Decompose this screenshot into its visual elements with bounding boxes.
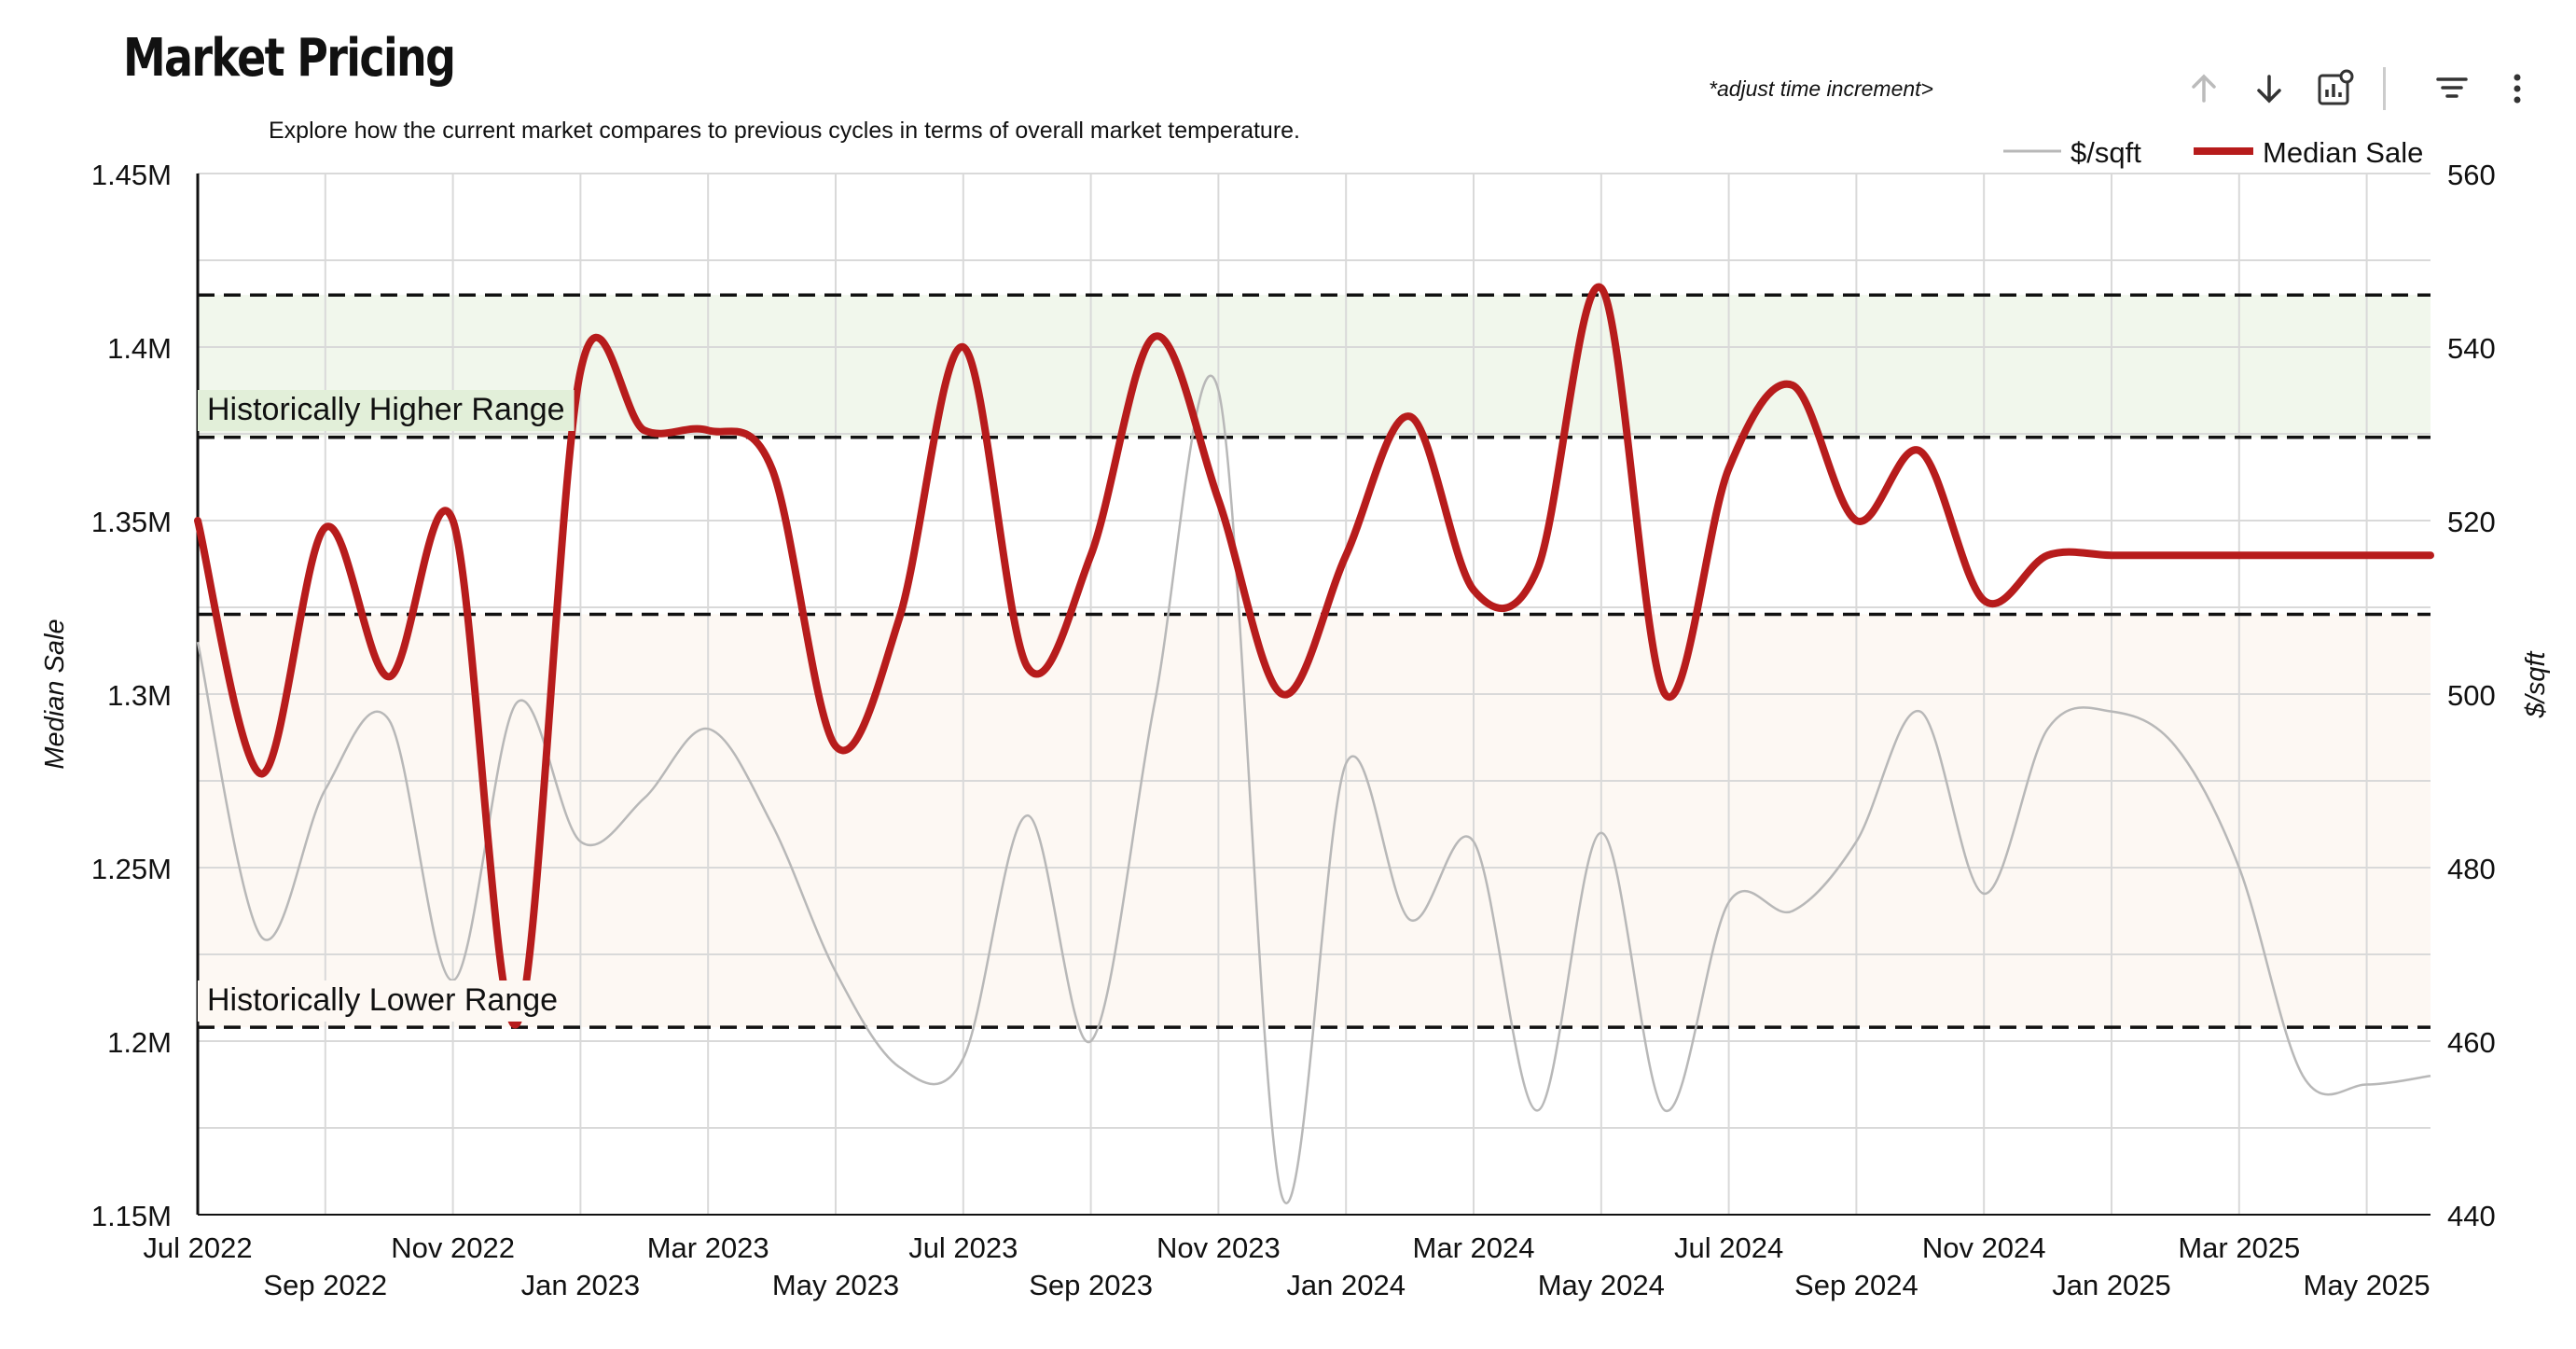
adjust-time-increment-link[interactable]: *adjust time increment>	[1709, 76, 1933, 101]
y2-tick-label: 520	[2447, 506, 2496, 538]
x-tick-label: Sep 2022	[263, 1269, 387, 1301]
x-tick-label: Mar 2023	[647, 1231, 769, 1264]
page-title: Market Pricing	[123, 28, 456, 89]
y-tick-label: 1.25M	[91, 853, 172, 885]
x-tick-label: Jan 2024	[1286, 1269, 1406, 1301]
x-tick-label: Jul 2024	[1674, 1231, 1783, 1264]
y2-tick-label: 560	[2447, 159, 2496, 191]
chart-toolbar	[2182, 67, 2555, 114]
y-tick-label: 1.35M	[91, 506, 172, 538]
x-tick-label: Jul 2022	[143, 1231, 252, 1264]
y2-tick-label: 500	[2447, 679, 2496, 712]
x-tick-label: Mar 2024	[1413, 1231, 1535, 1264]
x-tick-label: Jan 2023	[521, 1269, 641, 1301]
x-tick-label: May 2024	[1538, 1269, 1665, 1301]
range-band	[198, 614, 2431, 1028]
y-tick-label: 1.2M	[107, 1026, 172, 1059]
y2-tick-label: 480	[2447, 853, 2496, 885]
y-tick-label: 1.45M	[91, 159, 172, 191]
y2-tick-label: 460	[2447, 1026, 2496, 1059]
x-tick-label: May 2025	[2304, 1269, 2431, 1301]
x-tick-label: Jul 2023	[908, 1231, 1018, 1264]
arrow-down-icon[interactable]	[2248, 67, 2291, 110]
x-tick-label: Nov 2022	[391, 1231, 515, 1264]
x-tick-label: Sep 2024	[1794, 1269, 1918, 1301]
chart-settings-icon[interactable]	[2313, 67, 2356, 110]
y2-axis-title: $/sqft	[2521, 650, 2551, 719]
x-tick-label: Sep 2023	[1029, 1269, 1153, 1301]
arrow-up-icon[interactable]	[2182, 67, 2225, 110]
x-tick-label: Mar 2025	[2178, 1231, 2300, 1264]
toolbar-divider	[2383, 67, 2386, 110]
x-tick-label: Jan 2025	[2052, 1269, 2171, 1301]
legend-sqft-label: $/sqft	[2070, 136, 2141, 169]
x-tick-label: Nov 2024	[1922, 1231, 2046, 1264]
x-tick-label: May 2023	[772, 1269, 899, 1301]
y-tick-label: 1.15M	[91, 1200, 172, 1232]
y-tick-label: 1.4M	[107, 332, 172, 365]
lower-range-label: Historically Lower Range	[207, 982, 558, 1018]
lower-range-label-bg	[198, 980, 568, 1022]
more-vert-icon[interactable]	[2496, 67, 2539, 110]
higher-range-label-bg	[198, 390, 575, 431]
y2-tick-label: 440	[2447, 1200, 2496, 1232]
filter-icon[interactable]	[2431, 67, 2473, 110]
x-tick-label: Nov 2023	[1156, 1231, 1281, 1264]
y2-tick-label: 540	[2447, 332, 2496, 365]
page-subtitle: Explore how the current market compares …	[269, 118, 1300, 144]
y-axis-title: Median Sale	[40, 619, 70, 769]
legend-median-label: Median Sale	[2263, 136, 2423, 169]
y-tick-label: 1.3M	[107, 679, 172, 712]
higher-range-label: Historically Higher Range	[207, 392, 565, 427]
